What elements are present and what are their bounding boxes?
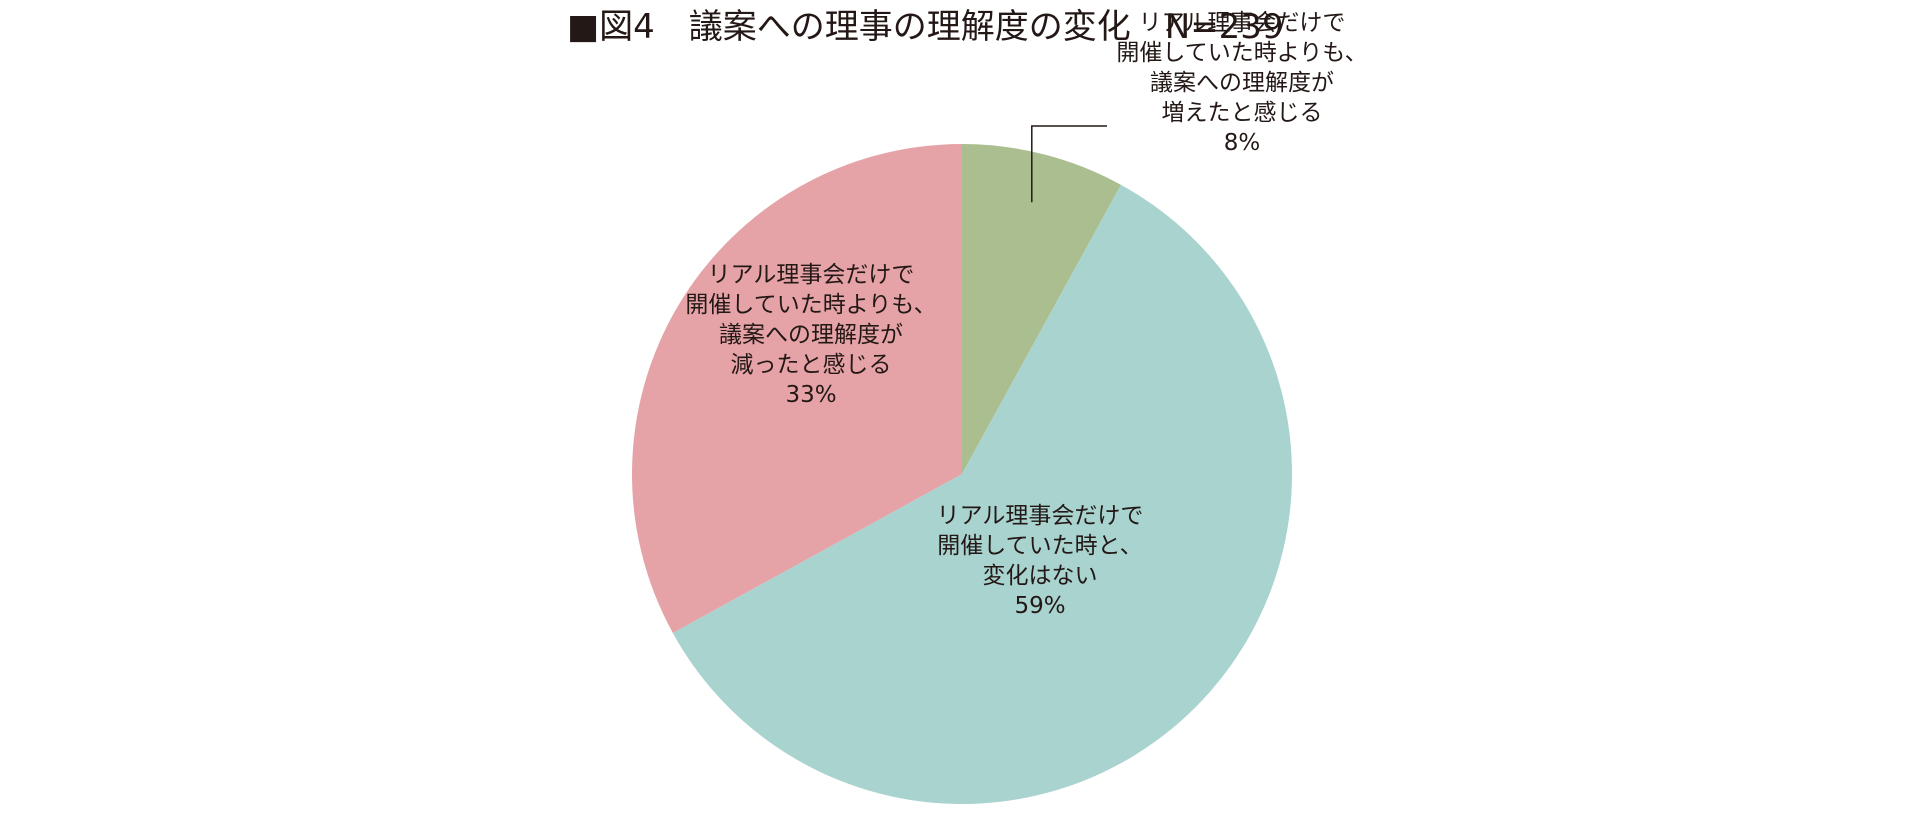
slice-percent-2: 33% — [785, 382, 836, 408]
pie-slice-2 — [632, 144, 962, 633]
slice-label-line: 開催していた時と、 — [937, 533, 1142, 559]
leader-lines — [1031, 125, 1107, 203]
slice-label-line: 減ったと感じる — [731, 352, 892, 378]
pie-slice-0 — [962, 144, 1121, 474]
slice-label-line: 変化はない — [983, 563, 1098, 589]
slice-percent-0: 8% — [1224, 130, 1261, 156]
slice-label-line: 開催していた時よりも、 — [1116, 40, 1367, 66]
slice-labels: リアル理事会だけで開催していた時よりも、議案への理解度が増えたと感じる 8%リアル… — [685, 10, 1367, 619]
slice-label-0: リアル理事会だけで開催していた時よりも、議案への理解度が増えたと感じる 8% — [1116, 10, 1367, 156]
slice-percent-1: 59% — [1014, 593, 1065, 619]
slice-label-1: リアル理事会だけで開催していた時と、変化はない 59% — [937, 503, 1144, 619]
pie-slices — [632, 144, 1293, 805]
slice-label-line: 増えたと感じる — [1162, 100, 1323, 126]
slice-label-line: リアル理事会だけで — [937, 503, 1144, 529]
leader-line-0 — [1031, 125, 1107, 203]
slice-label-2: リアル理事会だけで開催していた時よりも、議案への理解度が減ったと感じる 33% — [685, 262, 936, 408]
slice-label-line: 議案への理解度が — [719, 322, 903, 348]
pie-slice-1 — [672, 184, 1293, 805]
slice-label-line: 開催していた時よりも、 — [685, 292, 936, 318]
slice-label-line: 議案への理解度が — [1150, 70, 1334, 96]
slice-label-line: リアル理事会だけで — [1139, 10, 1346, 36]
chart-title: ■図4 議案への理事の理解度の変化 N=239 — [567, 7, 1284, 47]
slice-label-line: リアル理事会だけで — [708, 262, 915, 288]
